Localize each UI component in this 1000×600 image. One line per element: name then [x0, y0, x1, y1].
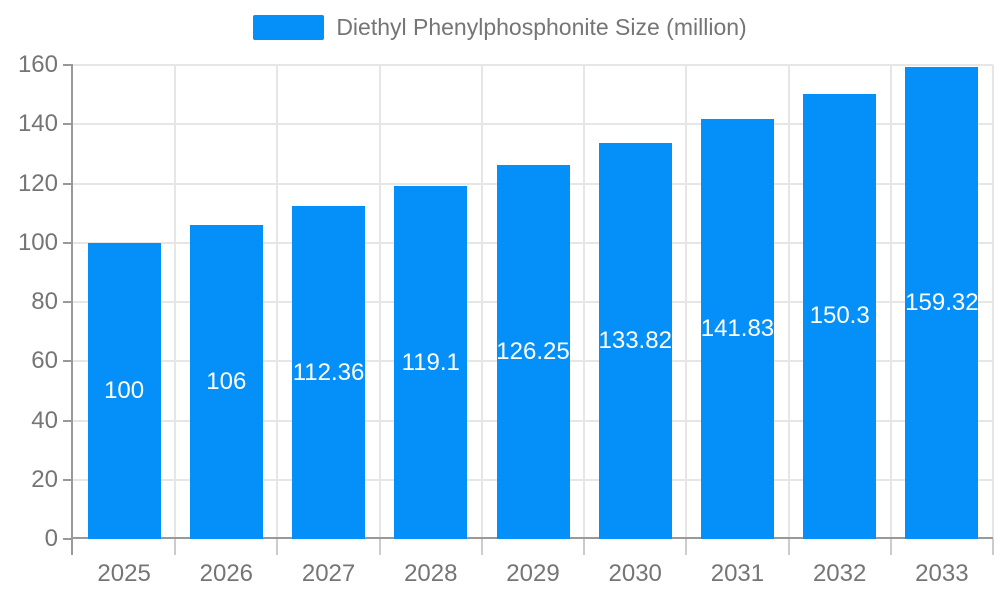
y-axis-tick-label: 0: [44, 525, 58, 552]
x-axis-tick-label: 2026: [199, 560, 254, 587]
gridline-vertical: [378, 65, 381, 539]
gridline-vertical: [583, 65, 586, 539]
plot-area: 100 106 112.36 119.1 126.25 133.82 141.83 150.3…: [63, 64, 994, 555]
y-axis-tick-label: 40: [31, 406, 58, 434]
y-axis-tick-label: 100: [17, 228, 58, 256]
y-axis-tick: [63, 538, 73, 540]
bar[interactable]: 126.25: [496, 164, 570, 539]
x-axis-tick: [480, 539, 483, 555]
x-axis-tick: [889, 539, 892, 555]
x-axis-tick: [378, 539, 381, 555]
bar-value-label: 119.1: [401, 348, 460, 376]
bar-value-label: 100: [104, 376, 145, 404]
y-axis-tick: [63, 123, 73, 126]
x-axis-tick: [787, 539, 790, 555]
gridline-vertical: [174, 65, 177, 539]
y-axis-tick-label: 160: [17, 51, 58, 78]
bar[interactable]: 159.32: [905, 67, 979, 539]
x-axis-tick-label: 2028: [404, 560, 458, 587]
gridline-vertical: [992, 65, 994, 539]
legend-label: Diethyl Phenylphosphonite Size (million): [336, 14, 747, 40]
gridline-vertical: [787, 65, 790, 539]
y-axis-tick: [63, 419, 73, 422]
y-axis-tick: [63, 182, 73, 185]
y-axis-tick-label: 80: [31, 288, 58, 315]
bar[interactable]: 100: [87, 242, 161, 539]
y-axis-labels: 0 20 40 60 80 100 120 140 160: [0, 51, 58, 552]
x-axis-tick: [992, 539, 994, 555]
y-axis-tick: [63, 301, 73, 303]
y-axis-line: [71, 65, 73, 555]
x-axis-tick: [583, 539, 586, 555]
gridline-vertical: [889, 65, 892, 539]
bar[interactable]: 133.82: [598, 142, 672, 539]
gridline-vertical: [685, 65, 688, 539]
bar-value-label: 150.3: [809, 302, 870, 330]
y-axis-tick-label: 120: [17, 169, 58, 197]
bar-value-label: 112.36: [292, 358, 365, 386]
y-axis-tick: [63, 478, 73, 481]
x-axis-tick-label: 2030: [608, 560, 662, 587]
bar[interactable]: 112.36: [292, 206, 366, 539]
bar-value-label: 141.83: [700, 314, 775, 342]
y-axis-tick: [63, 64, 73, 66]
y-axis-tick-label: 140: [17, 110, 58, 138]
bar-value-label: 133.82: [598, 326, 672, 354]
y-axis-tick: [63, 241, 73, 244]
x-axis-tick-label: 2027: [301, 560, 356, 587]
x-axis-tick: [685, 539, 688, 555]
bar-value-label: 126.25: [496, 337, 570, 365]
x-axis-tick-label: 2025: [97, 560, 151, 587]
y-axis-tick: [63, 360, 73, 363]
y-axis-tick-label: 60: [31, 347, 58, 375]
legend-item[interactable]: Diethyl Phenylphosphonite Size (million): [0, 14, 1000, 41]
x-axis-tick-label: 2031: [710, 560, 765, 587]
x-axis-tick-label: 2032: [812, 560, 867, 587]
gridline-vertical: [276, 65, 279, 539]
gridline-horizontal: [73, 123, 993, 126]
y-axis-tick-label: 20: [31, 465, 58, 493]
x-axis-tick-label: 2033: [915, 560, 969, 587]
x-axis-tick: [174, 539, 177, 555]
bar-value-label: 106: [206, 367, 247, 395]
bar[interactable]: 106: [189, 224, 263, 539]
x-axis-tick-label: 2029: [506, 560, 560, 587]
bar-value-label: 159.32: [905, 288, 979, 316]
bar[interactable]: 150.3: [803, 93, 877, 539]
x-axis-tick: [276, 539, 279, 555]
gridline-vertical: [480, 65, 483, 539]
bar[interactable]: 141.83: [700, 118, 775, 539]
gridline-horizontal: [73, 64, 993, 66]
bar[interactable]: 119.1: [394, 186, 468, 539]
legend-swatch-icon: [253, 15, 325, 40]
x-axis-labels: 2025 2026 2027 2028 2029 2030 2031 2032 2033: [73, 558, 993, 594]
